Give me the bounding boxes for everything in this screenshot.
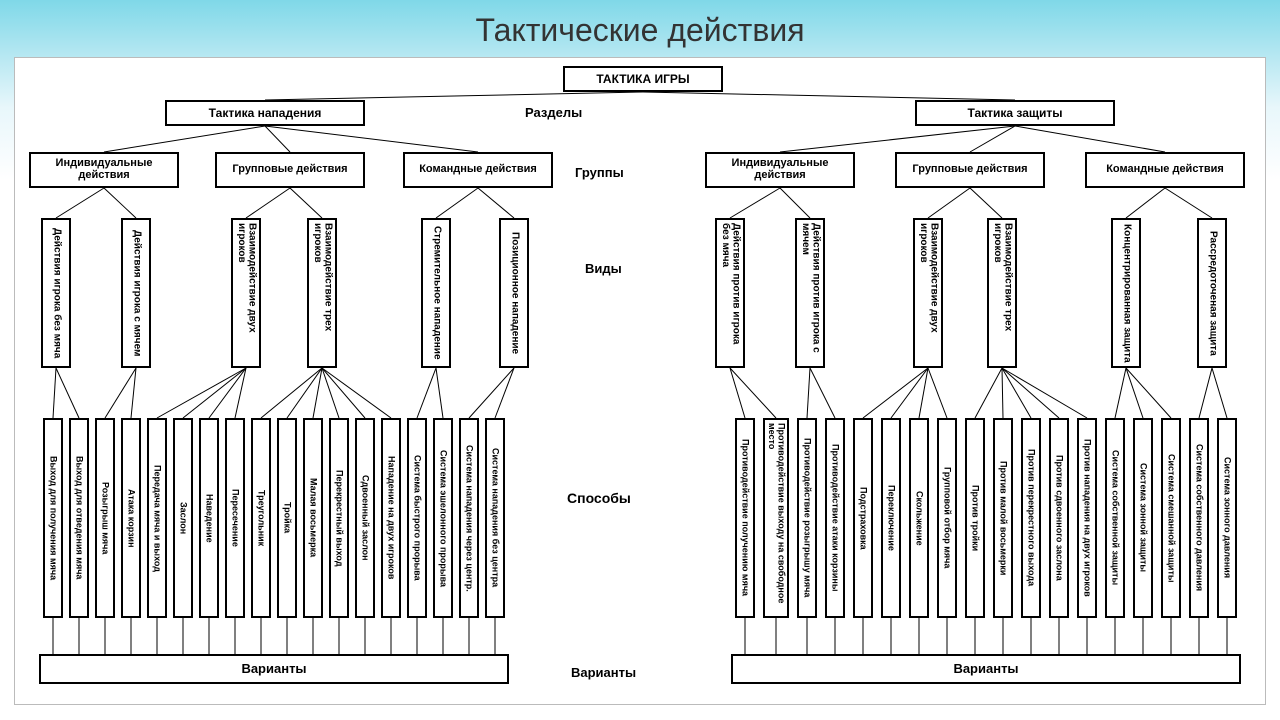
node-at5: Стремительное нападение bbox=[421, 218, 451, 368]
node-am11: Малая восьмерка bbox=[303, 418, 323, 618]
node-dt5: Концентрированная защита bbox=[1111, 218, 1141, 368]
node-dm10: Против малой восьмерки bbox=[993, 418, 1013, 618]
diagram-container: ТАКТИКА ИГРЫ Тактика нападения Тактика защ… bbox=[14, 57, 1266, 705]
node-n_defense: Тактика защиты bbox=[915, 100, 1115, 126]
node-at4: Взаимодействие трех игроков bbox=[307, 218, 337, 368]
node-dm2: Противодействие выходу на свободное мест… bbox=[763, 418, 789, 618]
node-dt3: Взаимодействие двух игроков bbox=[913, 218, 943, 368]
node-dt1: Действия против игрока без мяча bbox=[715, 218, 745, 368]
node-at3: Взаимодействие двух игроков bbox=[231, 218, 261, 368]
node-am6: Заслон bbox=[173, 418, 193, 618]
node-dm18: Система зонного давления bbox=[1217, 418, 1237, 618]
node-am2: Выход для отведения мяча bbox=[69, 418, 89, 618]
node-dm4: Противодействие атаки корзины bbox=[825, 418, 845, 618]
node-n_attack: Тактика нападения bbox=[165, 100, 365, 126]
node-dm9: Против тройки bbox=[965, 418, 985, 618]
node-dm14: Система собственной защиты bbox=[1105, 418, 1125, 618]
node-dm15: Система зонной защиты bbox=[1133, 418, 1153, 618]
node-at6: Позиционное нападение bbox=[499, 218, 529, 368]
node-lab_methods: Способы bbox=[567, 488, 667, 508]
node-dm3: Противодействие розыгрышу мяча bbox=[797, 418, 817, 618]
node-lab_sections: Разделы bbox=[525, 102, 625, 122]
node-d_ind: Индивидуальные действия bbox=[705, 152, 855, 188]
node-d_grp: Групповые действия bbox=[895, 152, 1045, 188]
node-lab_types: Виды bbox=[585, 258, 665, 278]
node-dt6: Рассредоточеная защита bbox=[1197, 218, 1227, 368]
node-dm1: Противодействие получению мяча bbox=[735, 418, 755, 618]
node-dm6: Переключение bbox=[881, 418, 901, 618]
node-lab_groups: Группы bbox=[575, 162, 665, 182]
node-a_ind: Индивидуальные действия bbox=[29, 152, 179, 188]
node-root: ТАКТИКА ИГРЫ bbox=[563, 66, 723, 92]
node-dm16: Система смешанной защиты bbox=[1161, 418, 1181, 618]
node-am18: Система нападения без центра bbox=[485, 418, 505, 618]
node-am16: Система эшелонного прорыва bbox=[433, 418, 453, 618]
node-am7: Наведение bbox=[199, 418, 219, 618]
node-am14: Нападение на двух игроков bbox=[381, 418, 401, 618]
node-am5: Передача мяча и выход bbox=[147, 418, 167, 618]
node-am1: Выход для получения мяча bbox=[43, 418, 63, 618]
page-title: Тактические действия bbox=[0, 0, 1280, 57]
node-a_grp: Групповые действия bbox=[215, 152, 365, 188]
node-dm7: Скольжение bbox=[909, 418, 929, 618]
node-am8: Пересечение bbox=[225, 418, 245, 618]
node-dm5: Подстраховка bbox=[853, 418, 873, 618]
node-a_team: Командные действия bbox=[403, 152, 553, 188]
node-dm11: Против перекрестного выхода bbox=[1021, 418, 1041, 618]
node-am17: Система нападения через центр. bbox=[459, 418, 479, 618]
node-am15: Система быстрого прорыва bbox=[407, 418, 427, 618]
node-am4: Атака корзин bbox=[121, 418, 141, 618]
node-lab_variants: Варианты bbox=[571, 662, 681, 682]
node-dm8: Групповой отбор мяча bbox=[937, 418, 957, 618]
node-am12: Перекрестный выход bbox=[329, 418, 349, 618]
node-am3: Розыгрыш мяча bbox=[95, 418, 115, 618]
node-dm13: Против нападения на двух игроков bbox=[1077, 418, 1097, 618]
node-dm12: Против сдвоенного заслона bbox=[1049, 418, 1069, 618]
node-d_team: Командные действия bbox=[1085, 152, 1245, 188]
node-dm17: Система собственного давления bbox=[1189, 418, 1209, 618]
node-at1: Действия игрока без мяча bbox=[41, 218, 71, 368]
node-at2: Действия игрока с мячем bbox=[121, 218, 151, 368]
node-dt4: Взаимодействие трех игроков bbox=[987, 218, 1017, 368]
node-var_a: Варианты bbox=[39, 654, 509, 684]
node-dt2: Действия против игрока с мячем bbox=[795, 218, 825, 368]
node-am13: Сдвоенный заслон bbox=[355, 418, 375, 618]
node-var_d: Варианты bbox=[731, 654, 1241, 684]
node-am10: Тройка bbox=[277, 418, 297, 618]
node-am9: Треугольник bbox=[251, 418, 271, 618]
